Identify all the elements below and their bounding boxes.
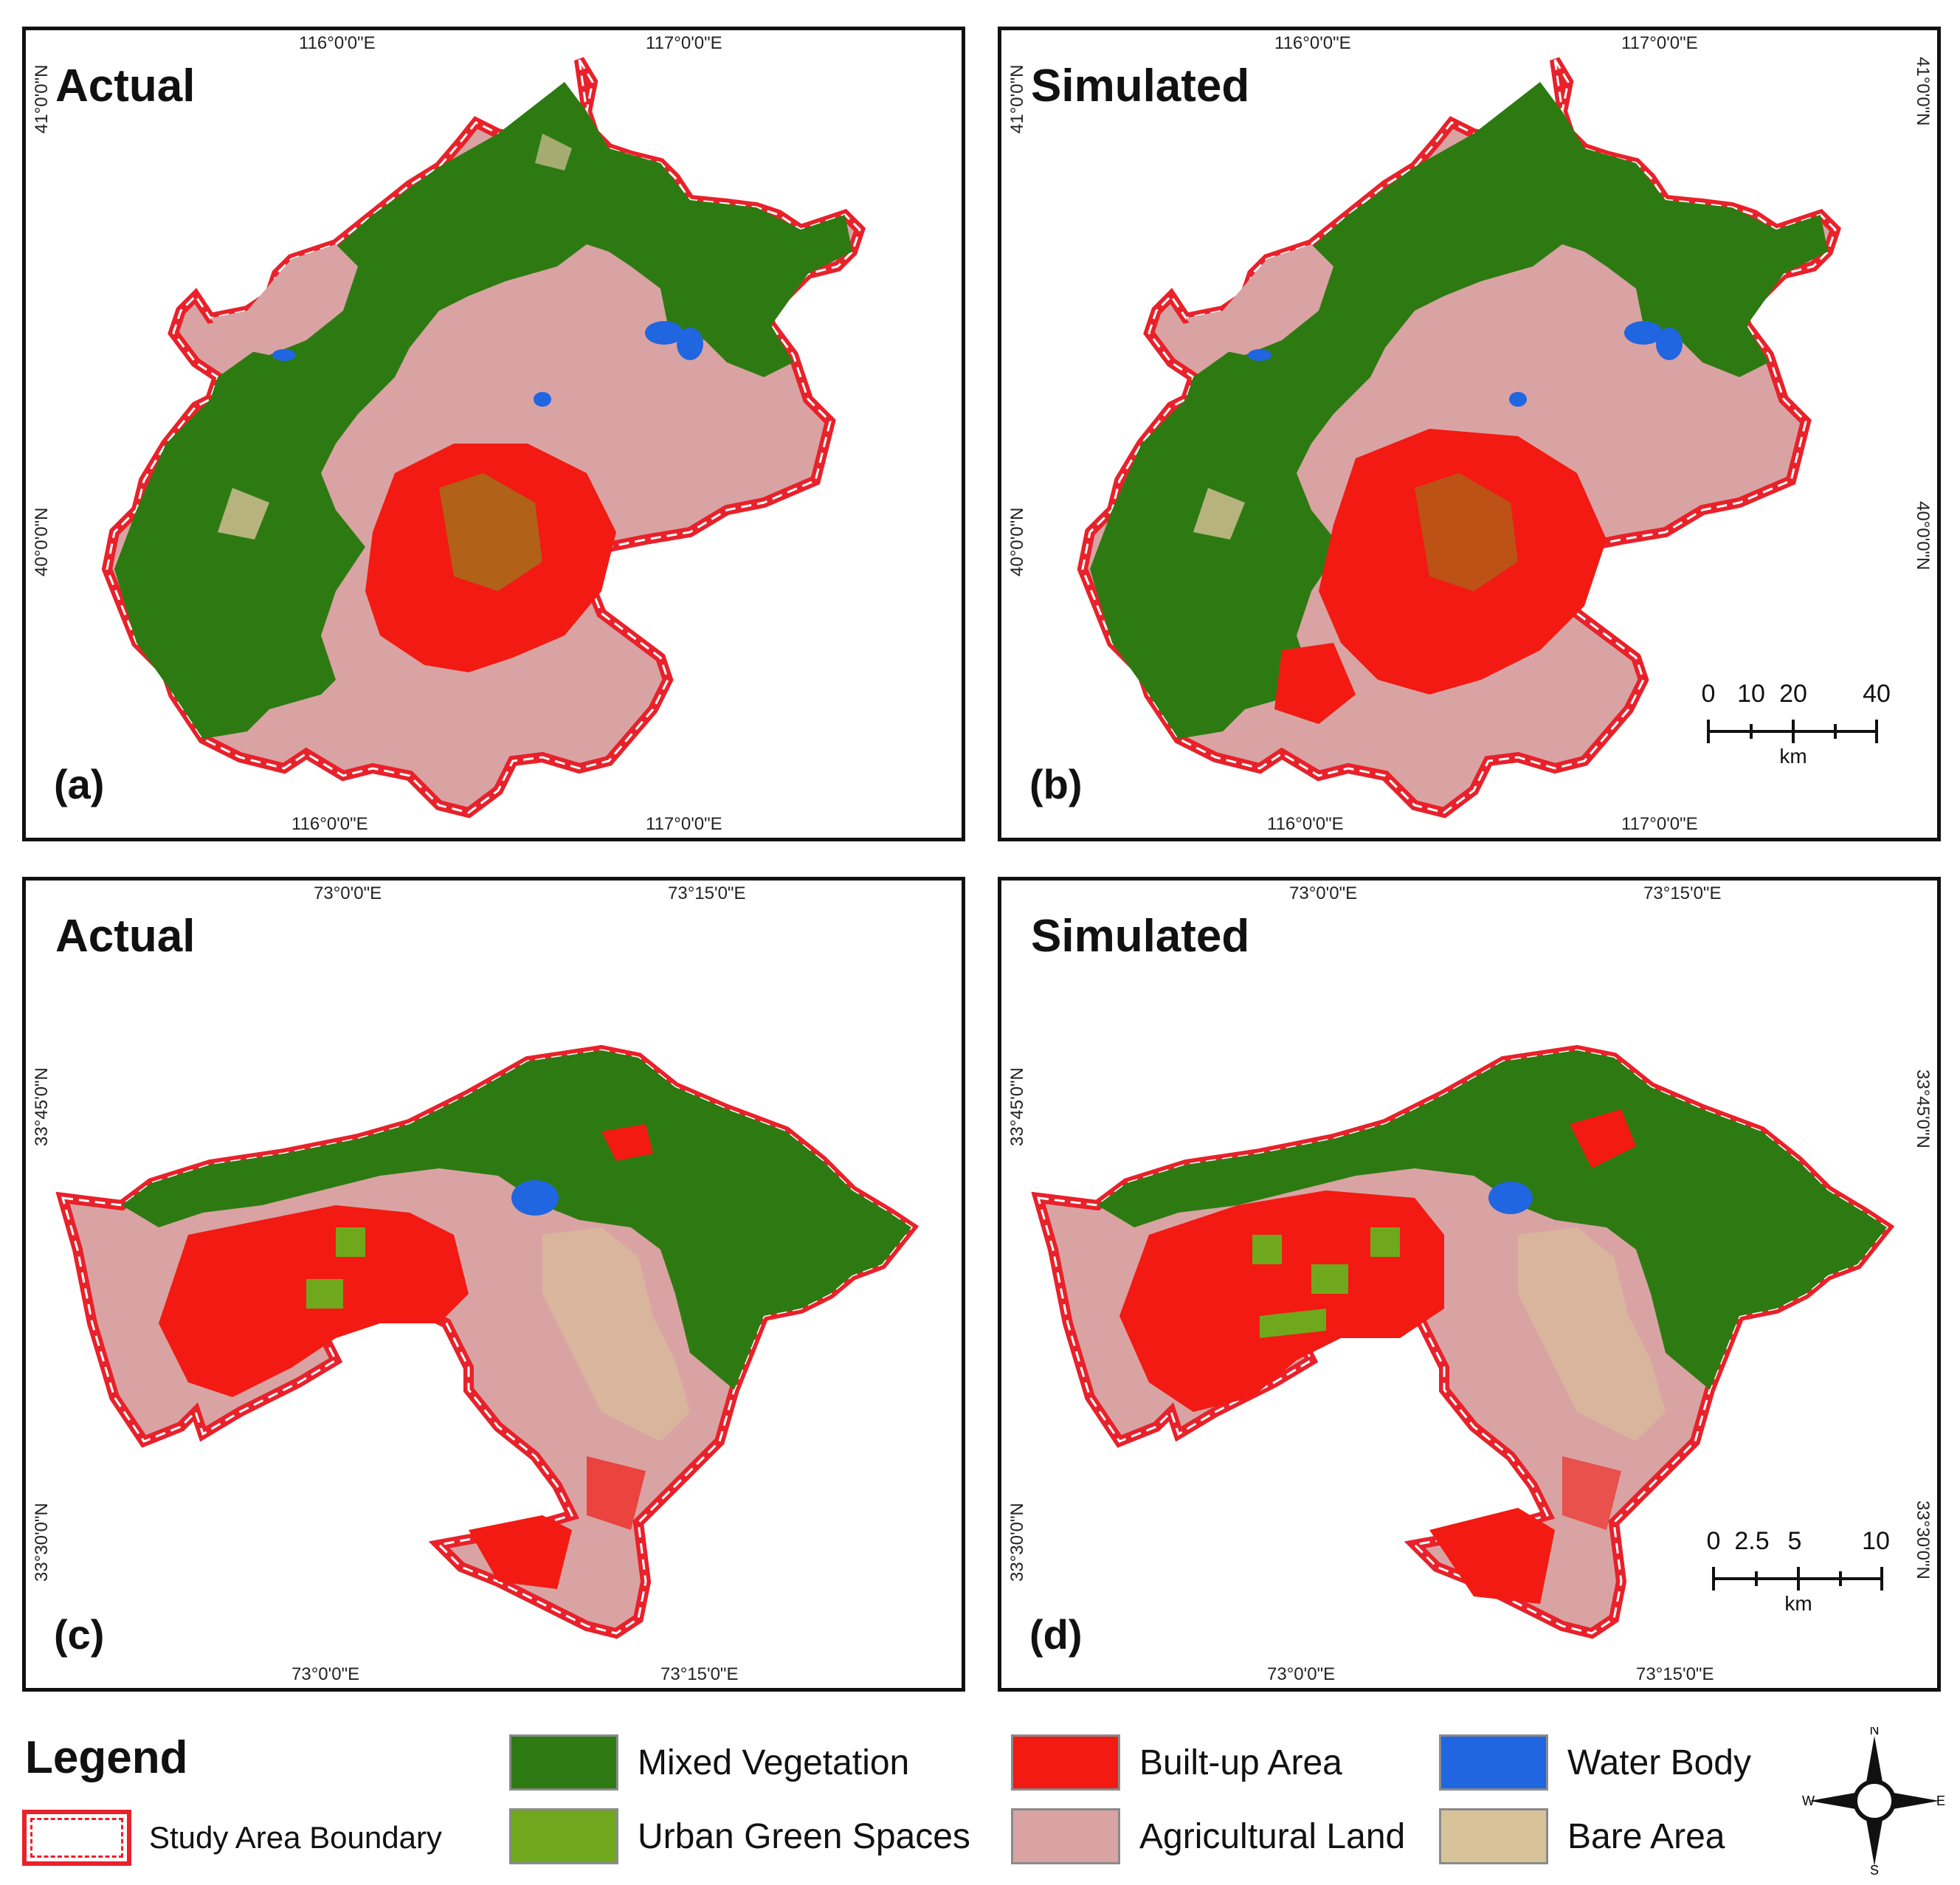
panel-label: (d) bbox=[1029, 1611, 1083, 1658]
left-lat-2: 33°30'0"N bbox=[1007, 1503, 1027, 1582]
left-lat-1: 41°0'0"N bbox=[1007, 64, 1027, 134]
scale-tick-label: 10 bbox=[1862, 1527, 1890, 1555]
legend-item-urban-green-spaces: Urban Green Spaces bbox=[509, 1808, 970, 1864]
scale-tick-label: 40 bbox=[1863, 680, 1891, 708]
compass-n: N bbox=[1870, 1727, 1880, 1737]
water-body-swatch bbox=[1439, 1734, 1548, 1791]
mixed-vegetation-swatch bbox=[509, 1734, 618, 1791]
bottom-lon-1: 116°0'0"E bbox=[291, 814, 368, 834]
map-panel-a: Actual (a) 116°0'0"E 117°0'0"E 116°0'0"E… bbox=[22, 27, 965, 841]
scale-tick-label: 10 bbox=[1737, 680, 1765, 708]
scale-bar-graphic bbox=[1712, 1567, 1883, 1591]
legend-label: Built-up Area bbox=[1139, 1743, 1342, 1782]
bottom-lon-1: 73°0'0"E bbox=[1267, 1664, 1336, 1684]
left-lat-1: 33°45'0"N bbox=[32, 1067, 52, 1146]
map-panel-d: Simulated (d) 73°0'0"E 73°15'0"E 73°0'0"… bbox=[998, 877, 1941, 1692]
bare-area-swatch bbox=[1439, 1808, 1548, 1864]
bottom-lon-2: 73°15'0"E bbox=[660, 1664, 739, 1684]
scale-tick-label: 20 bbox=[1779, 680, 1807, 708]
islamabad-actual-map bbox=[26, 881, 962, 1688]
panel-label: (b) bbox=[1029, 761, 1083, 807]
bottom-lon-2: 117°0'0"E bbox=[1621, 814, 1698, 834]
bottom-lon-1: 116°0'0"E bbox=[1267, 814, 1344, 834]
compass-w: W bbox=[1802, 1793, 1815, 1808]
top-lon-2: 117°0'0"E bbox=[646, 33, 722, 53]
left-lat-2: 40°0'0"N bbox=[1007, 507, 1027, 576]
left-lat-1: 41°0'0"N bbox=[32, 64, 52, 134]
panel-title: Simulated bbox=[1031, 911, 1250, 962]
legend: Legend Study Area Boundary Mixed Vegetat… bbox=[0, 1705, 1960, 1885]
legend-item-built-up-area: Built-up Area bbox=[1011, 1734, 1342, 1791]
legend-title: Legend bbox=[25, 1732, 188, 1783]
scale-tick-label: 2.5 bbox=[1734, 1527, 1770, 1555]
panel-title: Actual bbox=[55, 911, 196, 962]
legend-item-mixed-vegetation: Mixed Vegetation bbox=[509, 1734, 909, 1791]
top-lon-2: 73°15'0"E bbox=[668, 883, 746, 903]
scale-unit: km bbox=[1779, 745, 1807, 768]
top-lon-2: 73°15'0"E bbox=[1643, 883, 1722, 903]
top-lon-2: 117°0'0"E bbox=[1621, 33, 1698, 53]
top-lon-1: 73°0'0"E bbox=[314, 883, 382, 903]
left-lat-2: 40°0'0"N bbox=[32, 507, 52, 576]
bottom-lon-2: 73°15'0"E bbox=[1636, 1664, 1714, 1684]
scale-unit: km bbox=[1784, 1592, 1812, 1615]
scale-bar: 0 2.5 5 10 km bbox=[1706, 1527, 1891, 1623]
urban-green-spaces-swatch bbox=[509, 1808, 618, 1864]
beijing-actual-map bbox=[26, 30, 962, 838]
legend-label: Urban Green Spaces bbox=[638, 1816, 970, 1856]
legend-item-water-body: Water Body bbox=[1439, 1734, 1751, 1791]
legend-item-agricultural-land: Agricultural Land bbox=[1011, 1808, 1405, 1864]
top-lon-1: 73°0'0"E bbox=[1289, 883, 1358, 903]
legend-label: Bare Area bbox=[1567, 1816, 1725, 1856]
panel-label: (a) bbox=[54, 761, 105, 807]
right-lat-1: 41°0'0"N bbox=[1913, 57, 1933, 126]
compass-s: S bbox=[1870, 1863, 1879, 1875]
scale-tick-label: 0 bbox=[1701, 680, 1716, 708]
islamabad-simulated-map bbox=[1001, 881, 1937, 1688]
legend-item-bare-area: Bare Area bbox=[1439, 1808, 1725, 1864]
compass-icon: N S E W bbox=[1802, 1727, 1945, 1875]
top-lon-1: 116°0'0"E bbox=[1274, 33, 1351, 53]
right-lat-2: 33°30'0"N bbox=[1913, 1500, 1933, 1579]
beijing-simulated-map bbox=[1001, 30, 1937, 838]
legend-item-boundary: Study Area Boundary bbox=[22, 1810, 442, 1866]
left-lat-1: 33°45'0"N bbox=[1007, 1067, 1027, 1146]
built-up-area-swatch bbox=[1011, 1734, 1120, 1791]
left-lat-2: 33°30'0"N bbox=[32, 1503, 52, 1582]
legend-label: Study Area Boundary bbox=[149, 1820, 442, 1855]
scale-bar-graphic bbox=[1707, 720, 1878, 743]
map-panel-c: Actual (c) 73°0'0"E 73°15'0"E 73°0'0"E 7… bbox=[22, 877, 965, 1692]
legend-label: Agricultural Land bbox=[1139, 1816, 1406, 1856]
panel-title: Simulated bbox=[1031, 61, 1250, 111]
bottom-lon-1: 73°0'0"E bbox=[291, 1664, 360, 1684]
bottom-lon-2: 117°0'0"E bbox=[646, 814, 722, 834]
legend-label: Water Body bbox=[1567, 1743, 1751, 1782]
compass-e: E bbox=[1936, 1793, 1945, 1808]
top-lon-1: 116°0'0"E bbox=[299, 33, 376, 53]
panel-label: (c) bbox=[54, 1611, 105, 1658]
right-lat-1: 33°45'0"N bbox=[1913, 1069, 1933, 1148]
scale-tick-label: 0 bbox=[1706, 1527, 1721, 1555]
scale-bar: 0 10 20 40 km bbox=[1701, 680, 1891, 776]
scale-tick-label: 5 bbox=[1787, 1527, 1802, 1555]
panel-title: Actual bbox=[55, 61, 196, 111]
boundary-swatch bbox=[22, 1810, 131, 1866]
right-lat-2: 40°0'0"N bbox=[1913, 501, 1933, 571]
agricultural-land-swatch bbox=[1011, 1808, 1120, 1864]
legend-label: Mixed Vegetation bbox=[638, 1743, 910, 1782]
map-panel-b: Simulated (b) 116°0'0"E 117°0'0"E 116°0'… bbox=[998, 27, 1941, 841]
